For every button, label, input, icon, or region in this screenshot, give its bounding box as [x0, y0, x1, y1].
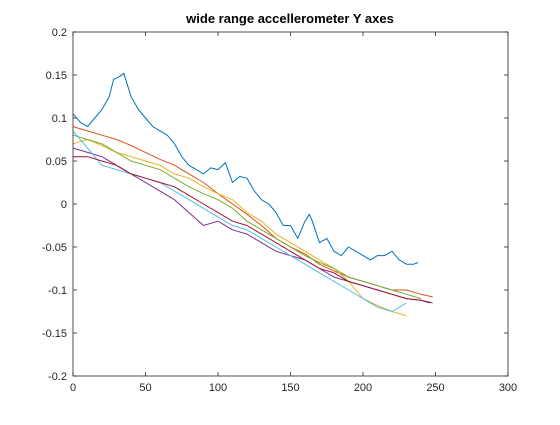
axes-layer: 0 50 100 150 200 250 300 0.2 0.15 0.1 0.05 0 -0.05 -0…: [42, 27, 517, 394]
x-tick-label: 150: [281, 382, 299, 394]
y-tick-label: -0.05: [42, 242, 67, 254]
y-tick-label: -0.15: [42, 328, 67, 340]
y-tick-label: 0.15: [46, 70, 67, 82]
x-tick-label: 300: [499, 382, 517, 394]
x-tick-label: 200: [354, 382, 372, 394]
y-tick-label: -0.2: [48, 371, 67, 383]
series-line-1: [72, 72, 419, 265]
y-tick-label: -0.1: [48, 285, 67, 297]
y-tick-label: 0.1: [52, 113, 67, 125]
series-line-3: [72, 139, 407, 317]
series-line-5: [72, 134, 422, 300]
axes-box: [72, 31, 509, 377]
series-line-6: [72, 130, 407, 312]
y-tick-label: 0: [61, 199, 67, 211]
x-tick-label: 0: [70, 382, 76, 394]
chart-title: wide range accellerometer Y axes: [185, 11, 394, 26]
x-tick-label: 50: [139, 382, 151, 394]
y-tick-label: 0.05: [46, 156, 67, 168]
series-line-2: [72, 126, 433, 298]
x-tick-label: 250: [426, 382, 444, 394]
x-tick-label: 100: [209, 382, 227, 394]
series-layer: [72, 72, 433, 317]
y-tick-label: 0.2: [52, 27, 67, 39]
series-line-7: [73, 156, 430, 304]
